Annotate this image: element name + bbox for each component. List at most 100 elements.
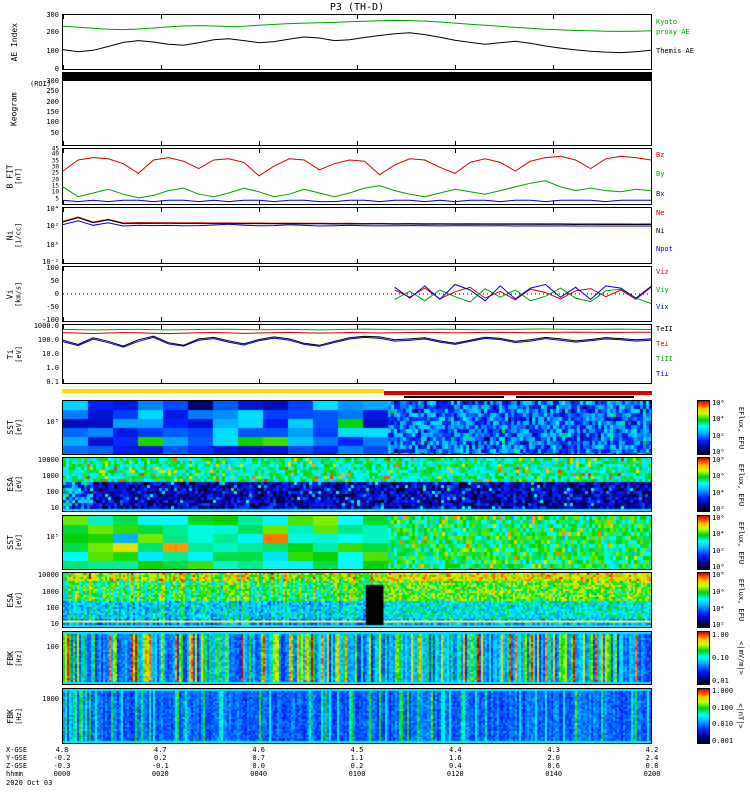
row-label-hhmm: hhmm <box>6 770 23 778</box>
panel-fbk-e-spectrogram: FBK [Hz] 100 1.00 0.10 0.01 <|mV/m|> <box>0 631 750 685</box>
ytick-label: 200 <box>46 97 59 106</box>
x-tick <box>651 379 652 383</box>
x-tick <box>651 267 652 271</box>
ytick-label: 100.0 <box>37 335 59 344</box>
bfit-plot-area <box>62 148 652 205</box>
series-label: Te⊥ <box>656 339 669 348</box>
ni-ytick-labels: 10⁴ 10² 10⁰ 10⁻² <box>28 205 61 267</box>
series-label: By <box>656 170 665 179</box>
x-tick <box>259 141 260 145</box>
colorbar-tick-label: 10⁶ <box>712 472 725 481</box>
ytick-label: 40 <box>51 150 59 158</box>
sst-ion-plot-area <box>62 400 652 455</box>
x-tick <box>553 259 554 263</box>
sst-ion-colorbar-ticks: 10⁶ 10⁴ 10² 10⁰ <box>712 399 738 457</box>
ytick-label: 1000 <box>42 472 59 481</box>
keogram-axis-title: Keogram <box>9 92 19 126</box>
x-tick <box>161 267 162 271</box>
x-tick <box>161 200 162 204</box>
panel-sst-electron-spectrogram: SST [eV] 10⁵ 10⁶ 10⁴ 10² 10⁰ EFlux, EFU <box>0 514 750 572</box>
x-tick <box>455 65 456 69</box>
mode-segment-fast-survey <box>383 391 652 395</box>
ni-axis-title: Ni [1/cc] <box>5 222 23 249</box>
x-tick <box>259 267 260 271</box>
esa-electron-axis-title: ESA [eV] <box>5 591 23 609</box>
panel-ion-density: Ni [1/cc] 10⁴ 10² 10⁰ 10⁻² Ne Ni Npot <box>0 205 750 267</box>
axis-value: 0020 <box>151 770 169 778</box>
sst_i-spectrogram <box>63 401 651 454</box>
x-tick <box>553 317 554 321</box>
axis-value: 0000 <box>53 770 71 778</box>
bfit-ytick-labels: 45 40 35 30 25 20 15 10 5 <box>28 146 61 205</box>
ytick-label: 30 <box>51 163 59 171</box>
mode-segment-burst <box>516 396 635 398</box>
axis-value: 0.4 <box>449 762 462 770</box>
series-label: Bx <box>656 189 665 198</box>
colorbar-tick-label: 10⁴ <box>712 415 725 424</box>
series-label: Vix <box>656 303 669 312</box>
x-tick <box>259 379 260 383</box>
axis-value: 4.2 <box>645 746 659 754</box>
vi-plot-area <box>62 266 652 322</box>
x-tick <box>553 200 554 204</box>
panel-ion-velocity: Vi [km/s] 100 50 0 -50 -100 Viz Viy Vix <box>0 264 750 325</box>
x-tick <box>63 267 64 271</box>
x-tick <box>553 325 554 329</box>
x-tick <box>357 317 358 321</box>
ytick-label: -50 <box>46 303 59 312</box>
colorbar-tick-label: 10² <box>712 547 725 556</box>
fbk-b-ytick-labels: 1000 <box>28 688 61 744</box>
ae-ytick-labels: 300 200 100 0 <box>28 11 61 73</box>
esa-ion-ytick-labels: 10000 1000 100 10 <box>28 456 61 513</box>
x-tick <box>259 65 260 69</box>
x-tick <box>357 141 358 145</box>
colorbar-tick-label: 0.100 <box>712 703 734 712</box>
bfit-series-labels: Bz By Bx <box>656 148 700 205</box>
panel-temperature: Ti [eV] 1000.0 100.0 10.0 1.0 0.1 TeII Te⊥ TiII… <box>0 322 750 386</box>
x-tick <box>651 15 652 19</box>
mode-bar-area <box>62 389 652 398</box>
ytick-label: 50 <box>50 128 59 137</box>
x-tick <box>553 141 554 145</box>
ae-axis-title: AE Index <box>9 22 19 62</box>
colorbar-tick-label: 10² <box>712 505 725 514</box>
colorbar-tick-label: 0.001 <box>712 737 734 746</box>
ytick-label: 0 <box>54 290 59 298</box>
ytick-label: -100 <box>42 316 59 325</box>
series-label: Viz <box>656 267 669 276</box>
axis-value: -0.2 <box>53 754 71 762</box>
series-label: proxy AE <box>656 27 690 36</box>
x-tick <box>161 141 162 145</box>
ytick-label: 10 <box>50 504 59 513</box>
bfit-axis-title: B FIT [nT] <box>5 164 23 189</box>
x-tick <box>455 259 456 263</box>
x-tick <box>553 65 554 69</box>
x-tick <box>161 259 162 263</box>
ytick-label: 15 <box>51 182 59 190</box>
fbk-b-colorbar <box>697 688 710 744</box>
axis-value: 0.2 <box>154 754 167 762</box>
roi-label: (ROI) <box>30 80 52 88</box>
row-label-zgse: Z-GSE <box>6 762 28 770</box>
ytick-label: 20 <box>51 176 59 184</box>
esa-ion-colorbar-ticks: 10⁸ 10⁶ 10⁴ 10² <box>712 456 738 514</box>
x-tick <box>161 15 162 19</box>
x-tick <box>455 267 456 271</box>
esa-electron-colorbar-ticks: 10⁸ 10⁶ 10⁴ 10² <box>712 571 738 629</box>
esa-ion-colorbar-unit: EFlux, EFU <box>737 463 745 506</box>
ti-series-labels: TeII Te⊥ TiII Ti⊥ <box>656 324 700 384</box>
series-label: Ti⊥ <box>656 370 669 379</box>
plot-title: P3 (TH-D) <box>329 2 385 13</box>
axis-value: 4.3 <box>547 746 560 754</box>
x-tick <box>259 317 260 321</box>
series-viy <box>394 287 651 304</box>
panel-keogram: Keogram (ROI) 300 250 200 150 100 50 <box>0 72 750 146</box>
ytick-label: 5 <box>55 195 59 203</box>
fbk-e-axis-title: FBK [Hz] <box>5 649 23 667</box>
series-teii <box>63 335 651 347</box>
keogram-ytick-labels: 300 250 200 150 100 50 <box>28 72 61 146</box>
ytick-label: 250 <box>46 87 59 96</box>
x-tick <box>455 15 456 19</box>
series-ti_perp <box>63 336 651 348</box>
x-tick <box>63 15 64 19</box>
